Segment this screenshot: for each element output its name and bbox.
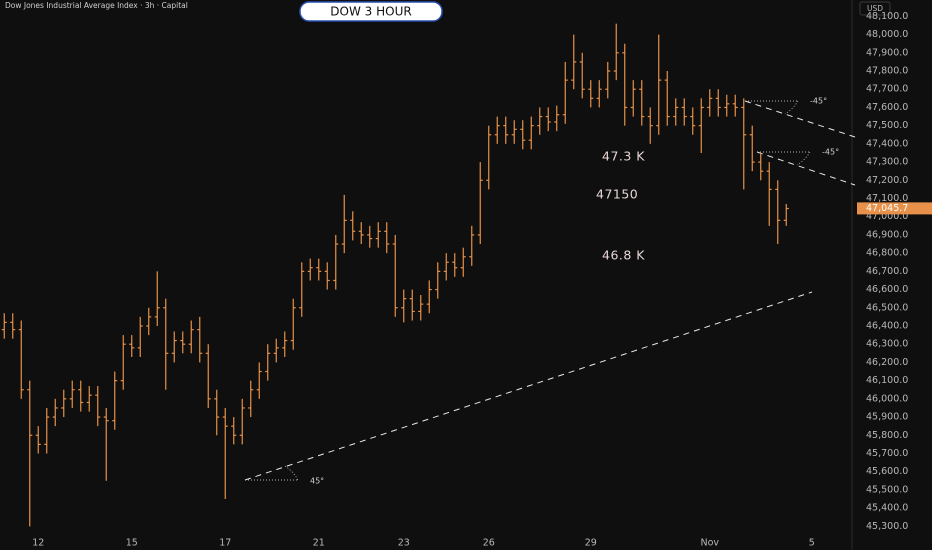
x-tick-label: 15 xyxy=(126,538,138,549)
label-box-text: DOW 3 HOUR xyxy=(330,5,411,19)
angle-label: -45° xyxy=(822,148,839,157)
y-tick-label: 47,100.0 xyxy=(866,193,908,204)
x-tick-label: 5 xyxy=(809,538,815,549)
y-tick-label: 46,000.0 xyxy=(866,393,908,404)
trend-line xyxy=(744,100,856,138)
annotation: 47150 xyxy=(596,187,638,202)
x-tick-label: 26 xyxy=(483,538,495,549)
y-tick-label: 45,300.0 xyxy=(866,521,908,532)
y-tick-label: 48,100.0 xyxy=(866,11,908,22)
y-tick-label: 47,300.0 xyxy=(866,157,908,168)
y-tick-label: 47,700.0 xyxy=(866,84,908,95)
x-tick-label: 17 xyxy=(219,538,231,549)
trend-line xyxy=(244,291,813,481)
y-tick-label: 45,400.0 xyxy=(866,503,908,514)
angle-arc xyxy=(284,465,299,481)
y-tick-label: 47,000.0 xyxy=(866,211,908,222)
y-tick-label: 46,200.0 xyxy=(866,357,908,368)
y-tick-label: 47,400.0 xyxy=(866,138,908,149)
y-tick-label: 45,800.0 xyxy=(866,430,908,441)
x-tick-label: 21 xyxy=(313,538,325,549)
y-tick-label: 45,900.0 xyxy=(866,412,908,423)
y-tick-label: 47,200.0 xyxy=(866,175,908,186)
y-tick-label: 47,800.0 xyxy=(866,66,908,77)
x-tick-label: 12 xyxy=(32,538,44,549)
chart-title: Dow Jones Industrial Average Index · 3h … xyxy=(5,1,188,10)
x-tick-label: 23 xyxy=(398,538,410,549)
y-tick-label: 47,500.0 xyxy=(866,120,908,131)
y-tick-label: 47,600.0 xyxy=(866,102,908,113)
currency-box xyxy=(859,1,891,16)
y-tick-label: 48,000.0 xyxy=(866,29,908,40)
drawings xyxy=(244,100,856,481)
y-tick-label: 46,700.0 xyxy=(866,266,908,277)
last-price-box xyxy=(857,202,932,215)
y-tick-label: 46,300.0 xyxy=(866,339,908,350)
angle-label: 45° xyxy=(310,477,324,486)
angle-label: -45° xyxy=(810,97,827,106)
x-tick-label: 29 xyxy=(585,538,597,549)
y-tick-label: 45,700.0 xyxy=(866,448,908,459)
angle-arc xyxy=(784,100,799,115)
annotation: 46.8 K xyxy=(602,248,645,263)
angle-arc xyxy=(796,151,811,166)
y-tick-label: 46,100.0 xyxy=(866,375,908,386)
y-tick-label: 45,500.0 xyxy=(866,484,908,495)
x-tick-label: Nov xyxy=(700,538,719,549)
annotation: 47.3 K xyxy=(602,149,645,164)
last-price-label: 47,045.7 xyxy=(866,203,908,214)
y-tick-label: 47,900.0 xyxy=(866,47,908,58)
y-tick-label: 45,600.0 xyxy=(866,466,908,477)
y-tick-label: 46,500.0 xyxy=(866,302,908,313)
currency: USD xyxy=(867,4,883,13)
y-tick-label: 46,900.0 xyxy=(866,229,908,240)
y-tick-label: 46,400.0 xyxy=(866,320,908,331)
y-tick-label: 46,600.0 xyxy=(866,284,908,295)
label-box xyxy=(299,1,443,22)
y-tick-label: 46,800.0 xyxy=(866,248,908,259)
